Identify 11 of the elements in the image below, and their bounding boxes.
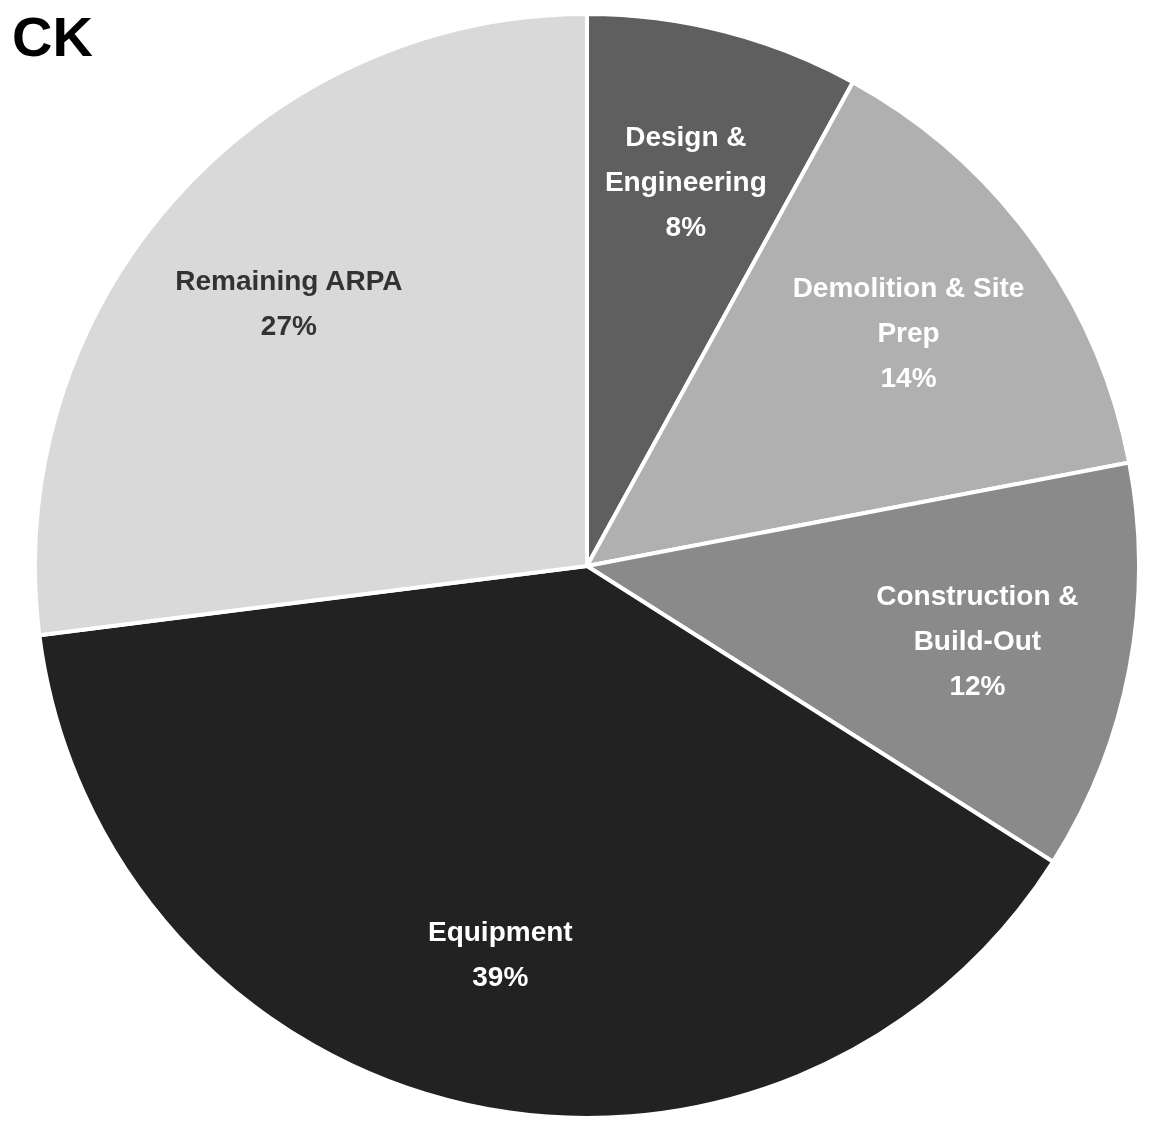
slice-label: Equipment (427, 915, 573, 947)
slice-label: Remaining ARPA (175, 265, 403, 297)
slice-label: Design & Engineering (604, 120, 767, 197)
slice-label: Demolition & Site Prep (792, 271, 1025, 348)
chart-title: CK (12, 5, 93, 68)
slice-label: Construction & Build-Out (876, 579, 1079, 656)
data-label: 8% (665, 210, 707, 242)
data-label: 12% (949, 669, 1006, 701)
data-label: 39% (472, 960, 529, 992)
data-label: 27% (260, 310, 317, 342)
data-label: 14% (880, 361, 937, 393)
